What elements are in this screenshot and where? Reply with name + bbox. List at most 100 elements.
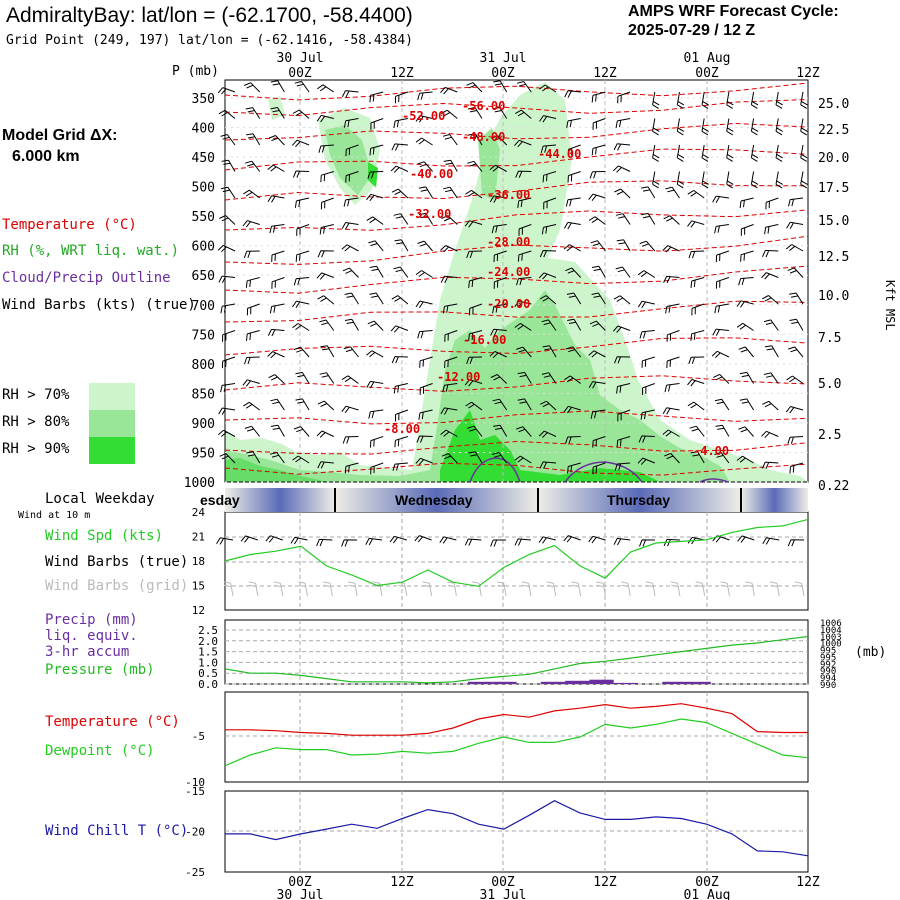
isotherm-line	[224, 235, 809, 265]
isotherm-line	[224, 82, 809, 101]
height-tick-label: 22.5	[818, 123, 849, 138]
wind-barb	[615, 266, 631, 278]
wind-barb	[689, 425, 705, 437]
wind-barb	[663, 275, 680, 284]
legend-temperature: Temperature (°C)	[2, 217, 137, 233]
wind-barb	[788, 197, 804, 207]
isotherm-label: -16.00	[463, 333, 506, 347]
pressure-tick-label: 500	[192, 181, 215, 196]
wind-barb	[539, 84, 557, 93]
wind-barb	[637, 270, 656, 278]
data-series	[224, 518, 809, 857]
wind-barb	[368, 409, 384, 419]
wind-barb	[220, 186, 236, 199]
weekday-bar	[225, 488, 808, 512]
wind-barb	[291, 139, 310, 148]
wind-barb	[761, 272, 779, 280]
height-tick-label: 7.5	[818, 331, 841, 346]
wind-barb	[442, 134, 458, 146]
precip-bar	[540, 681, 566, 684]
wind-barb	[739, 371, 755, 384]
wind-barb	[715, 424, 730, 437]
legend-rh70-swatch	[89, 383, 135, 410]
top-hour-label: 00Z	[695, 66, 719, 81]
isotherm-label: -48.00	[462, 130, 505, 144]
wind-barb	[391, 356, 408, 364]
isotherm-line	[224, 300, 809, 323]
wind-barb	[395, 409, 409, 422]
wind-barb	[417, 330, 433, 339]
grid-wind-barb	[422, 581, 433, 597]
wind-barb	[676, 91, 685, 109]
wind-barb	[726, 91, 734, 109]
pressure-tick-label-right: 992	[820, 660, 836, 670]
wind-barb	[442, 303, 458, 314]
pressure-axis-title: P (mb)	[172, 64, 219, 79]
wind-barb	[367, 320, 384, 331]
wind-barb	[341, 244, 359, 252]
wind-barb	[738, 346, 754, 358]
wind-barb	[369, 292, 384, 305]
pressure-tick-label-right: 994	[820, 674, 836, 684]
wind-barb	[566, 292, 582, 305]
cycle-title: AMPS WRF Forecast Cycle:	[628, 3, 839, 20]
wind-barb	[516, 277, 532, 286]
grid-wind-barb	[621, 581, 631, 597]
wind-barb	[541, 224, 557, 235]
dewpoint-line	[224, 718, 809, 767]
wind-barb	[393, 118, 408, 128]
pressure-tick-label: 650	[192, 269, 215, 284]
isotherm-line	[224, 440, 809, 455]
wind-barb	[538, 272, 557, 280]
wind-barb	[292, 300, 310, 308]
isotherm-label: -20.00	[487, 297, 530, 311]
isotherm-label: -24.00	[487, 265, 530, 279]
cloud-outline-3	[699, 478, 729, 483]
wind-barb	[242, 220, 260, 228]
wind-barb	[220, 134, 236, 146]
legend-rh90-swatch	[89, 437, 135, 464]
wind-barb	[440, 245, 458, 253]
wind-barb	[786, 375, 804, 384]
grid-wind-barb	[769, 581, 780, 597]
wind-barb	[221, 159, 236, 172]
wind-barb	[218, 407, 236, 415]
wind-barb	[292, 455, 310, 464]
wind-barb	[270, 107, 285, 119]
wind-barb	[701, 171, 709, 189]
wind-barb	[740, 250, 754, 262]
height-tick-label: 15.0	[818, 214, 849, 229]
wind-barb	[394, 239, 409, 252]
wind-barb	[652, 144, 660, 162]
wind-barb	[514, 300, 532, 308]
wind-barb	[740, 224, 754, 236]
wind-barb	[217, 429, 236, 437]
wind-barb	[592, 118, 606, 130]
wind-barb	[219, 215, 236, 225]
wind-barb	[343, 118, 359, 128]
wind-barb	[590, 409, 606, 419]
wind-barb	[441, 453, 458, 464]
wind-barb	[687, 220, 705, 228]
wind-barb	[295, 398, 310, 411]
wind-barb	[612, 325, 631, 333]
pressure-tick-label: 700	[192, 299, 215, 314]
wind-barb	[441, 215, 458, 225]
wind-barb	[739, 197, 754, 209]
wind-barb	[294, 197, 310, 208]
rh80-mid-region	[478, 128, 500, 200]
wind-barb	[489, 350, 507, 359]
surface-wind-barb	[588, 535, 606, 544]
height-tick-label: 10.0	[818, 289, 849, 304]
wind-barb	[764, 345, 779, 358]
wind-barb	[762, 295, 779, 305]
wind-barb	[615, 118, 631, 128]
surface-wind-barb	[389, 535, 407, 544]
wind-barb	[765, 197, 779, 210]
wind-barb	[591, 91, 606, 103]
wind-barb	[666, 356, 680, 369]
pressure-tick-label-right: 990	[820, 681, 836, 691]
wind-barb	[222, 330, 236, 342]
cycle-value: 2025-07-29 / 12 Z	[628, 22, 756, 39]
wind-barb	[652, 118, 660, 136]
